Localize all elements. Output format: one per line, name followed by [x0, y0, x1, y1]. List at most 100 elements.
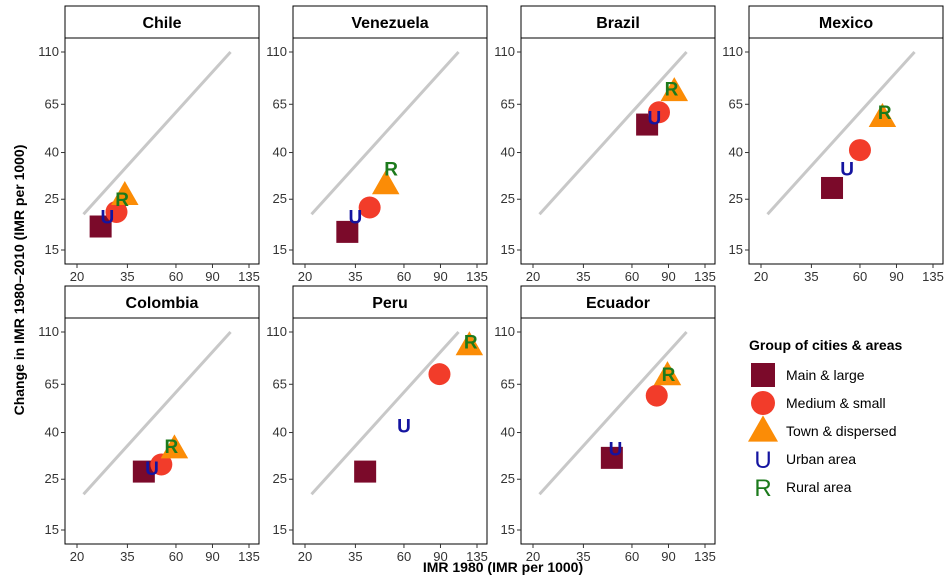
- point-main: [89, 215, 112, 238]
- point-town: [653, 361, 682, 386]
- x-tick-label: 135: [238, 549, 260, 564]
- y-tick-label: 15: [273, 242, 287, 257]
- point-medium: [848, 139, 871, 162]
- x-tick-label: 20: [298, 269, 312, 284]
- panel-ecuador: Ecuador 20 35 60 90 135 15 25 40 65 110 U R: [494, 285, 716, 564]
- y-tick-label: 40: [729, 145, 743, 160]
- legend-key-rural: R: [754, 475, 771, 502]
- point-urban: U: [840, 160, 854, 181]
- x-tick-label: 90: [661, 269, 675, 284]
- panel-title: Mexico: [819, 15, 873, 32]
- y-tick-label: 15: [501, 522, 515, 537]
- x-tick-label: 60: [853, 269, 867, 284]
- x-tick-label: 90: [433, 269, 447, 284]
- y-tick-label: 25: [729, 191, 743, 206]
- panel-title: Venezuela: [351, 15, 428, 32]
- y-tick-label: 110: [38, 44, 59, 59]
- x-tick-label: 60: [625, 269, 639, 284]
- x-tick-label: 35: [120, 549, 134, 564]
- panel-title: Brazil: [596, 15, 640, 32]
- y-tick-label: 65: [273, 376, 287, 391]
- legend-key-main: [751, 363, 775, 387]
- legend-title: Group of cities & areas: [749, 337, 902, 353]
- panel-venezuela: Venezuela 20 35 60 90 135 15 25 40 65 110 U R: [266, 5, 488, 284]
- panel-title-strip: [520, 5, 716, 39]
- y-tick-label: 65: [729, 96, 743, 111]
- x-axis-title: IMR 1980 (IMR per 1000): [423, 559, 583, 575]
- point-medium: [428, 363, 451, 386]
- y-tick-label: 65: [45, 376, 59, 391]
- x-tick-label: 35: [576, 549, 590, 564]
- x-tick-label: 90: [433, 549, 447, 564]
- panel-title-strip: [520, 285, 716, 319]
- x-tick-label: 20: [70, 549, 84, 564]
- panel-mexico: Mexico 20 35 60 90 135 15 25 40 65 110 U R: [722, 5, 944, 284]
- panel-title-strip: [292, 5, 488, 39]
- legend-item-urban: U Urban area: [754, 447, 856, 474]
- point-medium: [150, 453, 173, 476]
- legend-label-main: Main & large: [786, 367, 865, 383]
- point-urban: U: [349, 208, 363, 229]
- x-tick-label: 90: [661, 549, 675, 564]
- x-tick-label: 20: [526, 549, 540, 564]
- x-tick-label: 90: [205, 549, 219, 564]
- x-tick-label: 20: [70, 269, 84, 284]
- panel-title: Peru: [372, 295, 408, 312]
- legend-label-rural: Rural area: [786, 479, 852, 495]
- legend-label-urban: Urban area: [786, 451, 856, 467]
- point-main: [600, 446, 623, 469]
- reference-line: [82, 330, 232, 496]
- y-tick-label: 110: [266, 44, 287, 59]
- y-tick-label: 15: [45, 242, 59, 257]
- x-tick-label: 135: [694, 269, 716, 284]
- y-tick-label: 65: [501, 96, 515, 111]
- x-tick-label: 20: [754, 269, 768, 284]
- x-tick-label: 35: [120, 269, 134, 284]
- x-tick-label: 35: [576, 269, 590, 284]
- point-urban: U: [609, 440, 623, 461]
- reference-line: [310, 330, 460, 496]
- legend-item-rural: R Rural area: [754, 475, 851, 502]
- x-tick-label: 135: [238, 269, 260, 284]
- point-main: [132, 460, 155, 483]
- y-tick-label: 15: [273, 522, 287, 537]
- y-tick-label: 15: [729, 242, 743, 257]
- point-main: [821, 176, 844, 199]
- legend-key-town: [748, 415, 778, 442]
- y-tick-label: 25: [45, 191, 59, 206]
- y-tick-label: 40: [273, 425, 287, 440]
- point-town: [111, 181, 139, 206]
- point-rural: R: [464, 332, 478, 353]
- x-tick-label: 135: [694, 549, 716, 564]
- y-tick-label: 25: [501, 191, 515, 206]
- y-tick-label: 15: [45, 522, 59, 537]
- point-town: [371, 170, 400, 195]
- point-medium: [358, 196, 381, 219]
- x-tick-label: 135: [466, 269, 488, 284]
- point-main: [354, 460, 377, 483]
- panel-peru: Peru 20 35 60 90 135 15 25 40 65 110 U R: [266, 285, 488, 564]
- point-rural: R: [384, 160, 398, 181]
- plot-area: [292, 37, 488, 265]
- plot-area: [64, 317, 260, 545]
- x-tick-label: 90: [889, 269, 903, 284]
- legend-label-medium: Medium & small: [786, 395, 886, 411]
- y-tick-label: 15: [501, 242, 515, 257]
- y-tick-label: 25: [273, 471, 287, 486]
- panel-title-strip: [64, 285, 260, 319]
- point-rural: R: [665, 80, 679, 101]
- y-tick-label: 25: [501, 471, 515, 486]
- point-rural: R: [662, 365, 676, 386]
- legend-key-urban: U: [754, 447, 771, 474]
- point-town: [455, 331, 484, 356]
- point-medium: [105, 200, 128, 223]
- point-medium: [647, 101, 670, 124]
- legend-item-town: Town & dispersed: [748, 415, 897, 442]
- panel-title-strip: [64, 5, 260, 39]
- y-tick-label: 110: [722, 44, 743, 59]
- plot-area: [520, 37, 716, 265]
- panel-title: Chile: [142, 15, 181, 32]
- reference-line: [766, 50, 916, 216]
- x-tick-label: 60: [397, 549, 411, 564]
- legend: Group of cities & areas Main & large Mediu…: [748, 337, 902, 502]
